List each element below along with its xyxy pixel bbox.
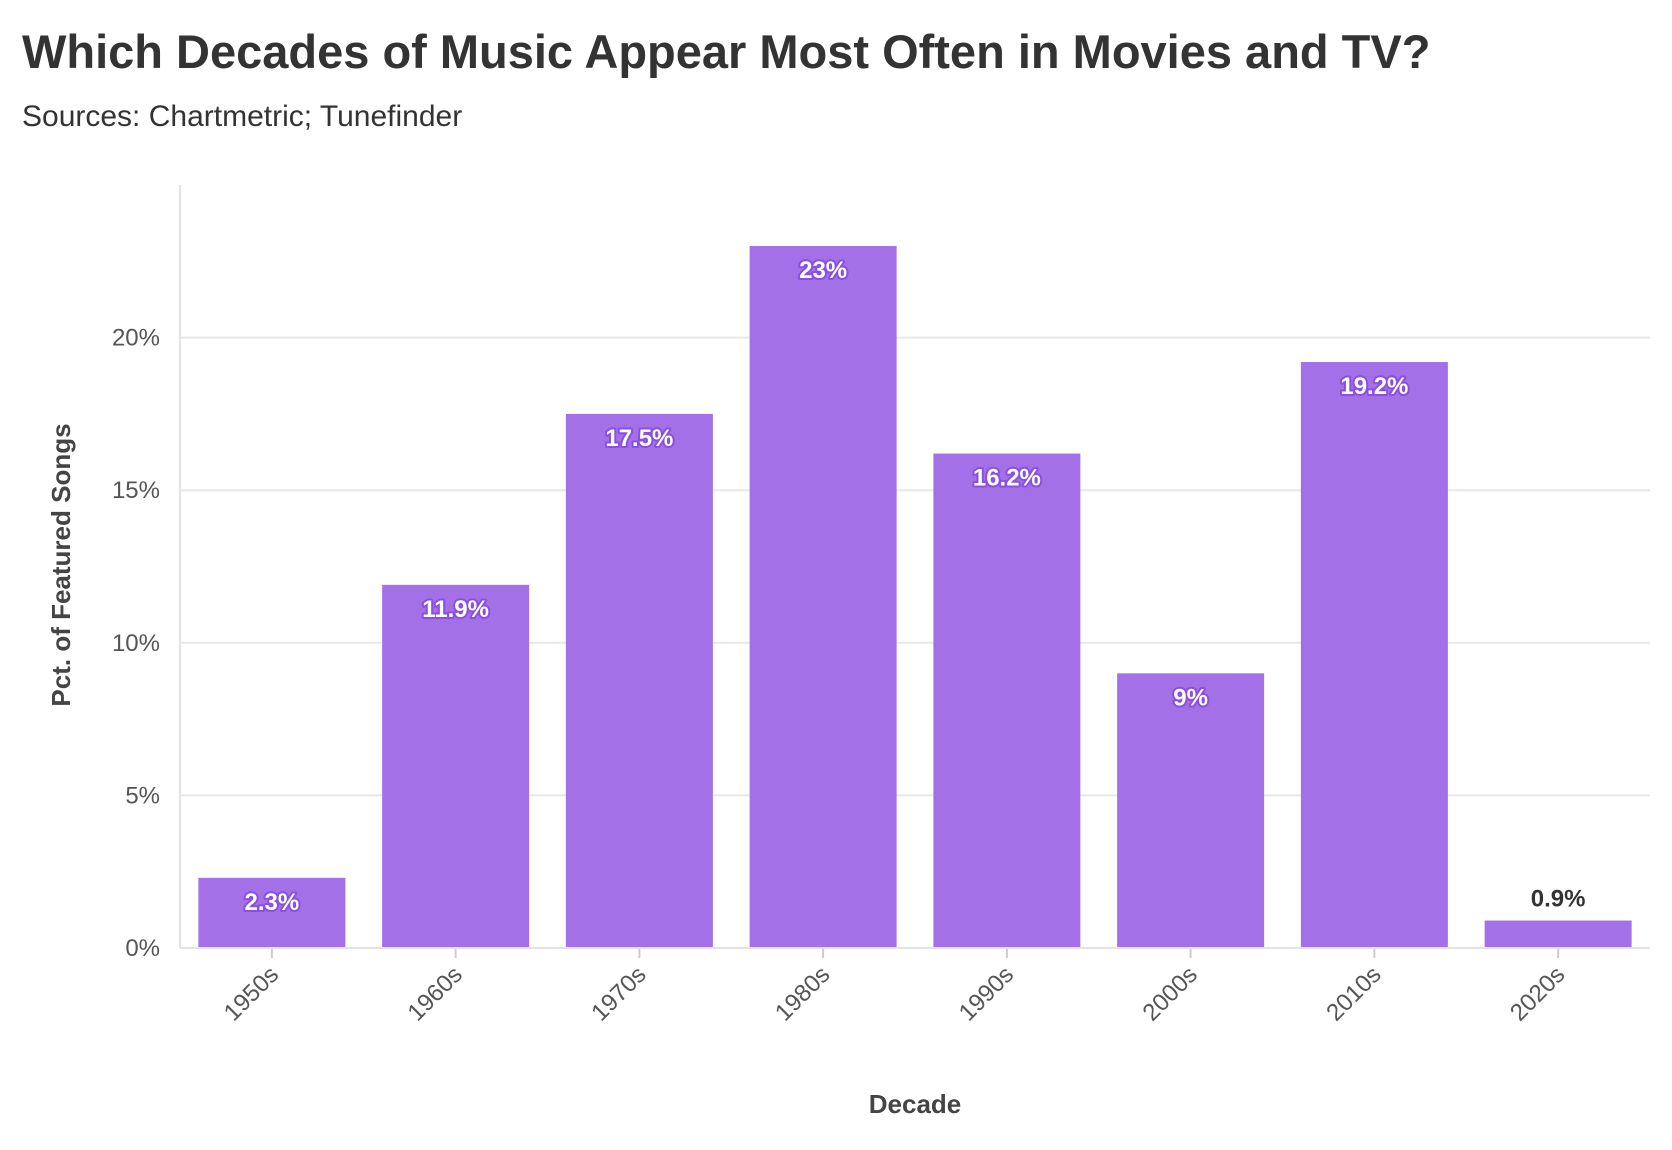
y-tick-label: 20% [112, 325, 160, 352]
x-tick-label: 1970s [586, 961, 651, 1026]
bar-value-label: 16.2% [973, 465, 1041, 492]
bar-value-label: 9% [1173, 684, 1208, 711]
bar [565, 413, 713, 948]
y-tick-label: 0% [125, 935, 160, 962]
data-labels: 2.3% 11.9% 17.5% 23% 16.2% 9% 19.2% 0.9% [243, 255, 1586, 918]
bar-value-label: 19.2% [1340, 373, 1408, 400]
x-tick-label: 2000s [1138, 961, 1203, 1026]
bar-value-label: 11.9% [422, 596, 489, 623]
bar [198, 877, 346, 948]
x-tick-label: 1980s [770, 961, 835, 1026]
y-tick-label: 10% [112, 630, 160, 657]
bar [1484, 920, 1632, 948]
x-tick-label: 1950s [219, 961, 284, 1026]
y-tick-label: 15% [112, 477, 160, 504]
bar [1117, 673, 1265, 948]
bar-value-label: 0.9% [1531, 886, 1586, 913]
bar [749, 246, 897, 949]
x-tick-label: 1990s [954, 961, 1019, 1026]
bar-value-label: 17.5% [605, 425, 673, 452]
x-axis-title: Decade [869, 1089, 962, 1119]
bar [382, 584, 530, 948]
y-axis-title: Pct. of Featured Songs [46, 423, 76, 706]
bar-value-label: 23% [799, 257, 847, 284]
y-tick-label: 5% [125, 782, 160, 809]
x-tick-label: 2020s [1505, 961, 1570, 1026]
chart-subtitle: Sources: Chartmetric; Tunefinder [22, 100, 463, 133]
x-tick-label: 1960s [403, 961, 468, 1026]
bars [198, 246, 1632, 949]
x-tick-label: 2010s [1321, 961, 1386, 1026]
bar-value-label: 2.3% [245, 889, 300, 916]
bar [933, 453, 1081, 948]
chart-title: Which Decades of Music Appear Most Often… [22, 25, 1431, 78]
bar [1300, 362, 1448, 948]
